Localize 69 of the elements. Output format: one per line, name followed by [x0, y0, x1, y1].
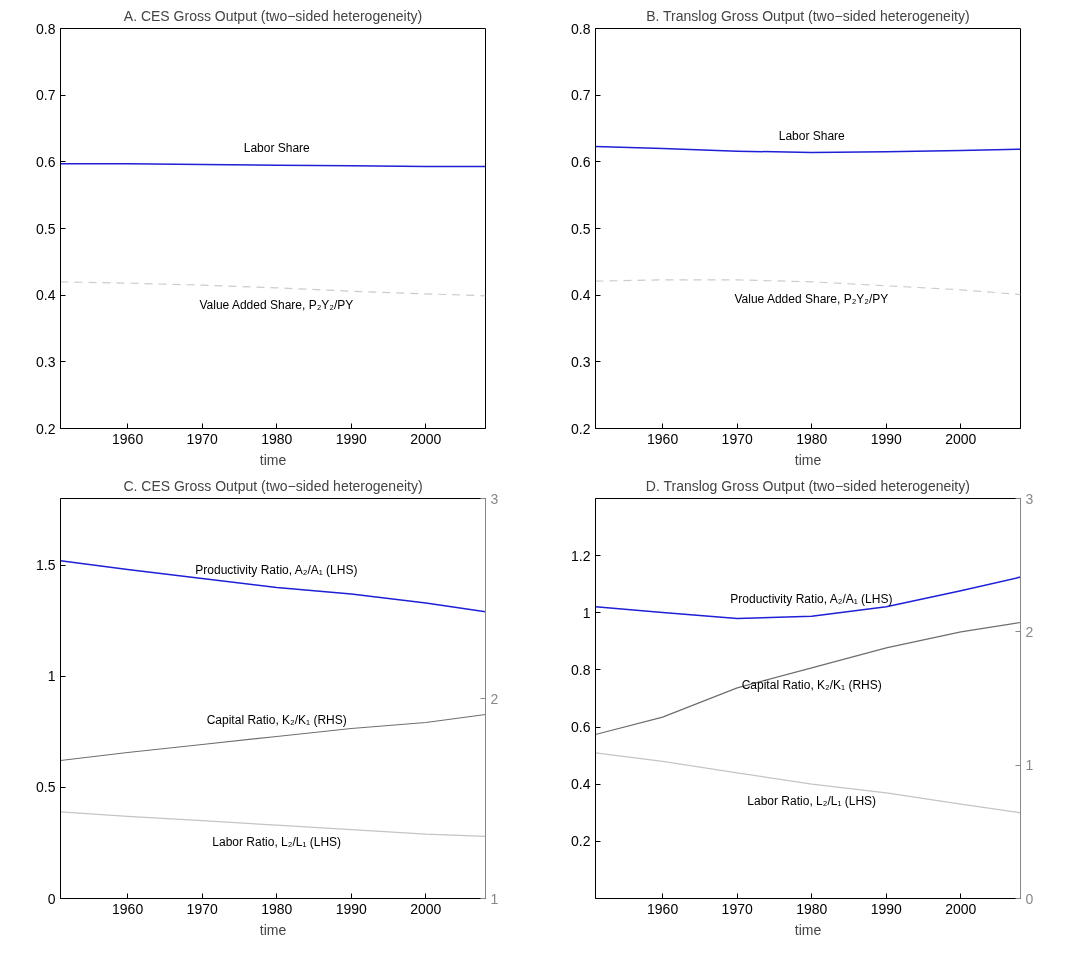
x-tick-label: 1960 [112, 900, 144, 917]
x-axis-title: time [794, 451, 822, 468]
chart-title: D. Translog Gross Output (two−sided heterogeneity) [645, 477, 970, 494]
y-tick-label: 0.2 [571, 420, 591, 437]
y2-tick-label: 1 [1025, 757, 1034, 774]
x-tick-label: 1980 [796, 900, 828, 917]
y2-tick-label: 2 [1025, 623, 1034, 640]
series-label: Productivity Ratio, A₂/A₁ (LHS) [195, 563, 358, 578]
y-tick-label: 0.6 [571, 153, 591, 170]
y-tick-label: 0.8 [571, 661, 591, 678]
x-tick-label: 1990 [335, 430, 368, 447]
chart-title: A. CES Gross Output (two−sided heterogeneity) [123, 7, 423, 24]
x-tick-label: 1960 [647, 900, 679, 917]
x-axis-title: time [794, 921, 822, 938]
y-tick-label: 1.5 [36, 557, 56, 574]
y-tick-label: 0.4 [571, 776, 591, 793]
y-tick-label: 0.5 [36, 220, 56, 237]
chart-title: B. Translog Gross Output (two−sided heterogeneity) [646, 7, 970, 24]
x-tick-label: 1980 [796, 430, 828, 447]
x-tick-label: 1990 [335, 900, 368, 917]
y-tick-label: 0.6 [36, 153, 56, 170]
y2-tick-label: 3 [490, 490, 499, 507]
series-label: Capital Ratio, K₂/K₁ (RHS) [206, 712, 347, 727]
series-label: Productivity Ratio, A₂/A₁ (LHS) [730, 592, 893, 607]
series-label: Value Added Share, P₂Y₂/PY [734, 291, 889, 306]
y-tick-label: 0.7 [571, 87, 591, 104]
y-tick-label: 0.2 [36, 420, 56, 437]
x-tick-label: 1970 [186, 900, 218, 917]
y-tick-label: 0.2 [571, 833, 591, 850]
x-tick-label: 1980 [261, 430, 293, 447]
chart-title: C. CES Gross Output (two−sided heterogeneity) [123, 477, 423, 494]
y-tick-label: 0.7 [36, 87, 56, 104]
x-tick-label: 1970 [186, 430, 218, 447]
y2-tick-label: 0 [1025, 890, 1034, 907]
x-tick-label: 1970 [721, 430, 753, 447]
y-tick-label: 1.2 [571, 547, 591, 564]
y2-tick-label: 2 [490, 690, 499, 707]
y-tick-label: 0.3 [571, 353, 591, 370]
series-label: Labor Ratio, L₂/L₁ (LHS) [747, 794, 877, 809]
series-label: Capital Ratio, K₂/K₁ (RHS) [741, 677, 882, 692]
x-axis-title: time [259, 921, 287, 938]
x-tick-label: 1960 [647, 430, 679, 447]
series-label: Labor Share [778, 128, 846, 143]
x-tick-label: 1990 [870, 900, 903, 917]
y-tick-label: 0.5 [571, 220, 591, 237]
x-axis-title: time [259, 451, 287, 468]
series-label: Value Added Share, P₂Y₂/PY [199, 297, 354, 312]
x-tick-label: 1970 [721, 900, 753, 917]
series-label: Labor Ratio, L₂/L₁ (LHS) [212, 835, 342, 850]
y-tick-label: 0.4 [36, 287, 56, 304]
y2-tick-label: 1 [490, 890, 499, 907]
y-tick-label: 0 [47, 890, 56, 907]
y-tick-label: 0.8 [571, 20, 591, 37]
x-tick-label: 2000 [410, 430, 442, 447]
y-tick-label: 1 [47, 668, 56, 685]
x-tick-label: 1990 [870, 430, 903, 447]
x-tick-label: 2000 [945, 430, 977, 447]
y2-tick-label: 3 [1025, 490, 1034, 507]
y-tick-label: 0.5 [36, 779, 56, 796]
x-tick-label: 2000 [945, 900, 977, 917]
series-label: Labor Share [243, 141, 311, 156]
y-tick-label: 0.6 [571, 719, 591, 736]
x-tick-label: 1980 [261, 900, 293, 917]
y-tick-label: 0.3 [36, 353, 56, 370]
y-tick-label: 0.8 [36, 20, 56, 37]
x-tick-label: 2000 [410, 900, 442, 917]
y-tick-label: 1 [582, 604, 591, 621]
y-tick-label: 0.4 [571, 287, 591, 304]
x-tick-label: 1960 [112, 430, 144, 447]
